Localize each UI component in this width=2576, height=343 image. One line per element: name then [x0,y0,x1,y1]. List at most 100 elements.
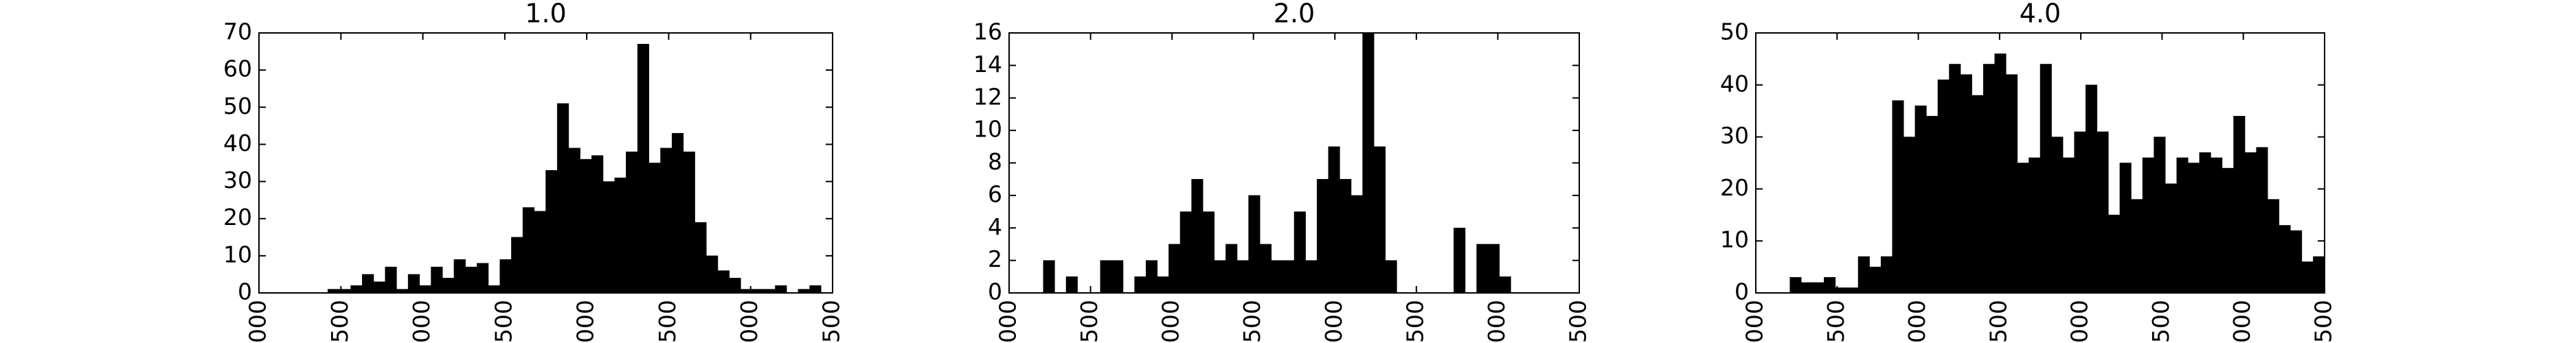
y-tick-label: 0 [988,279,1002,305]
x-tick-label: 000 [1320,300,1347,343]
bar [1362,32,1375,294]
bar [1134,276,1146,294]
bar [1903,137,1916,294]
bar [2017,163,2029,294]
bar [1283,260,1295,294]
bar [1351,195,1363,294]
x-tick-label: 500 [818,300,845,343]
bar [2062,157,2075,294]
bar [2176,157,2189,294]
bar [1971,95,1984,294]
bar [350,285,363,294]
bar [362,274,374,294]
bar [1857,256,1870,294]
y-tick-label: 20 [223,204,252,230]
bar [1812,282,1824,294]
y-tick-label: 40 [1720,70,1749,97]
bar [1168,244,1181,294]
bar [591,155,604,294]
x-tick-label: 500 [1239,300,1265,343]
x-tick-label: 500 [1985,300,2011,343]
bar [2085,84,2098,294]
x-tick-label: 000 [1483,300,1510,343]
bar [1926,116,1939,294]
bar [1305,260,1318,294]
bar [2097,131,2109,294]
bar [729,278,741,294]
x-tick-label: 500 [1822,300,1849,343]
bar [1960,74,1972,294]
y-tick-label: 10 [973,116,1002,143]
bar [2165,183,2177,294]
bar [1179,211,1192,294]
y-tick-label: 50 [1720,19,1749,45]
bar [2233,116,2246,294]
bar [2029,157,2041,294]
bar [1994,54,2007,294]
bar [1043,260,1055,294]
bar [1869,266,1882,294]
bar [499,259,512,294]
bar [2142,157,2154,294]
bar [556,103,569,294]
y-tick-label: 4 [988,213,1002,240]
subplot: 0 10 20 30 40 50 60 70 000 500 000 500 000 500 000 500 1… [223,0,845,343]
bar [1316,178,1329,294]
bar [385,266,397,294]
x-tick-label: 500 [2310,300,2337,343]
bar [706,255,719,294]
bar [1373,146,1386,294]
bar [522,207,535,294]
bar [1293,211,1306,294]
bar [1157,276,1169,294]
x-tick-label: 000 [1903,300,1930,343]
bar [2290,230,2303,294]
bar [477,263,489,294]
axes-frame [1008,32,1580,294]
y-tick-label: 40 [223,130,252,156]
x-tick-label: 500 [326,300,353,343]
bar [683,152,695,294]
x-tick-label: 500 [490,300,517,343]
bar [1145,260,1158,294]
y-tick-label: 20 [1720,174,1749,201]
bar [1385,260,1397,294]
axes-frame [1755,32,2325,294]
bar [568,147,580,294]
bar [648,163,661,294]
bar [2108,215,2121,294]
bar [1982,64,1996,294]
subplot: 0 2 4 6 8 10 12 14 16 000 500 000 500 000 500 000 500 2.0 [973,0,1592,343]
bar [1937,79,1950,294]
chart-title: 2.0 [1274,0,1315,29]
x-tick-label: 500 [1565,300,1592,343]
bar [614,177,626,294]
bar [1259,244,1272,294]
bar [1800,282,1814,294]
x-tick-label: 000 [2066,300,2093,343]
bar [373,281,385,294]
y-tick-label: 2 [988,246,1002,272]
bar [1225,244,1238,294]
bar [2256,147,2268,294]
y-tick-label: 60 [223,56,252,82]
y-tick-label: 70 [223,19,252,45]
bar [637,43,650,294]
bar [431,266,443,294]
bar [1100,260,1112,294]
x-tick-label: 500 [2147,300,2174,343]
bar [2154,137,2166,294]
y-tick-label: 14 [973,51,1002,78]
bar [1949,64,1961,294]
y-tick-label: 16 [973,19,1002,45]
bar [1248,195,1261,294]
bar [2119,163,2132,294]
bar [580,158,592,294]
bar [1065,276,1078,294]
y-tick-label: 6 [988,180,1002,207]
bar [1846,287,1859,294]
bar [1454,228,1466,294]
bar [1340,178,1352,294]
y-tick-label: 8 [988,148,1002,175]
